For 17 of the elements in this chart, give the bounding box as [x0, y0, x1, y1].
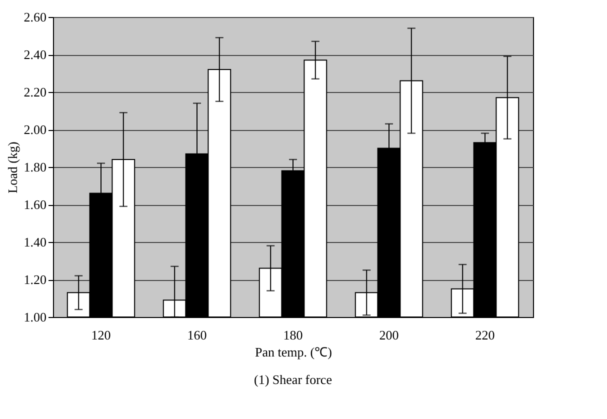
- y-tick-label: 1.80: [24, 160, 46, 174]
- x-tick-label: 200: [379, 328, 399, 342]
- y-tick-label: 1.40: [24, 234, 46, 250]
- y-tick-label: 2.60: [24, 10, 46, 24]
- y-tick-label: 2.00: [24, 122, 46, 137]
- y-tick-label: 2.40: [24, 47, 46, 62]
- y-tick-label: 2.20: [24, 84, 46, 100]
- y-tick-label: 1.20: [24, 272, 46, 287]
- y-axis-title: Load (kg): [4, 142, 20, 194]
- x-tick-label: 180: [283, 328, 303, 342]
- x-tick-label: 160: [187, 328, 207, 342]
- text: (1) Shear force: [254, 372, 332, 387]
- x-axis-title: Pan temp. (℃): [255, 344, 332, 360]
- x-tick-label: 220: [475, 328, 495, 342]
- x-tick-label: 120: [91, 328, 111, 342]
- y-tick-label: 1.60: [24, 197, 46, 212]
- y-tick-label: 1.00: [24, 310, 46, 324]
